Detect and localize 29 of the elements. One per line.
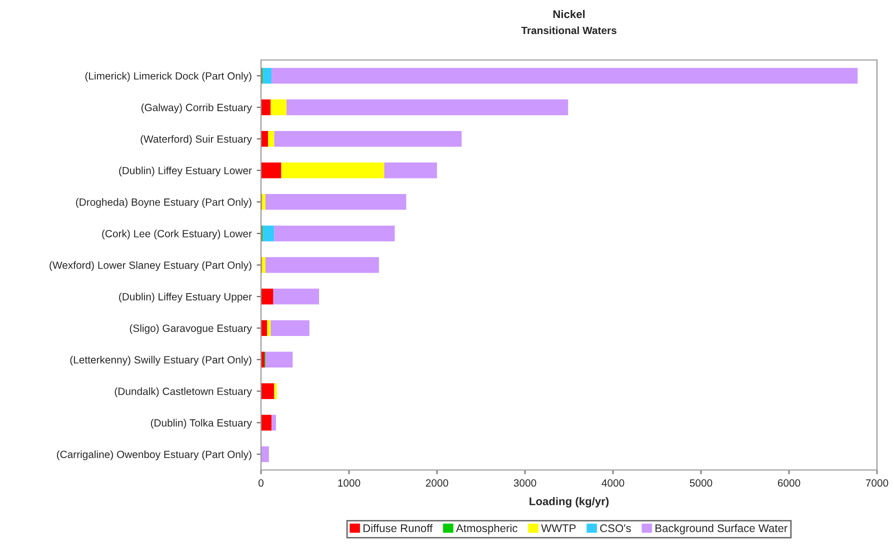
chart-subtitle: Transitional Waters — [521, 26, 616, 34]
y-tick-label: (Waterford) Suir Estuary — [140, 135, 252, 145]
x-axis-title: Loading (kg/yr) — [530, 497, 609, 508]
y-tick-label: (Galway) Corrib Estuary — [141, 104, 252, 114]
x-tick-label: 1000 — [338, 479, 360, 487]
x-tick-label: 5000 — [690, 479, 712, 487]
y-tick-label: (Dublin) Tolka Estuary — [150, 418, 252, 429]
x-tick-label: 6000 — [778, 479, 800, 487]
y-tick-label: (Wexford) Lower Slaney Estuary (Part Only) — [50, 261, 252, 271]
x-tick-label: 4000 — [602, 479, 624, 487]
y-tick-label: (Cork) Lee (Cork Estuary) Lower — [102, 230, 252, 240]
y-tick-label: (Drogheda) Boyne Estuary (Part Only) — [76, 198, 252, 208]
chart-title: Nickel — [553, 10, 585, 18]
legend-label: Background Surface Water — [656, 524, 788, 534]
legend-label: Diffuse Runoff — [364, 524, 433, 532]
y-tick-label: (Dublin) Liffey Estuary Upper — [119, 292, 252, 302]
y-tick-label: (Dundalk) Castletown Estuary — [114, 387, 252, 398]
x-tick-label: 2000 — [426, 479, 448, 487]
legend-label: WWTP — [541, 524, 576, 532]
y-tick-label: (Carrigaline) Owenboy Estuary (Part Only) — [56, 450, 252, 460]
legend-label: Atmospheric — [456, 524, 518, 534]
y-tick-label: (Letterkenny) Swilly Estuary (Part Only) — [70, 356, 252, 366]
x-tick-label: 0 — [258, 479, 264, 487]
y-tick-label: (Dublin) Liffey Estuary Lower — [119, 166, 252, 176]
y-tick-label: (Sligo) Garavogue Estuary — [130, 324, 252, 334]
x-tick-label: 3000 — [514, 479, 536, 487]
x-tick-label: 7000 — [866, 479, 888, 487]
legend-label: CSO's — [600, 524, 631, 532]
y-tick-label: (Limerick) Limerick Dock (Part Only) — [85, 72, 252, 82]
